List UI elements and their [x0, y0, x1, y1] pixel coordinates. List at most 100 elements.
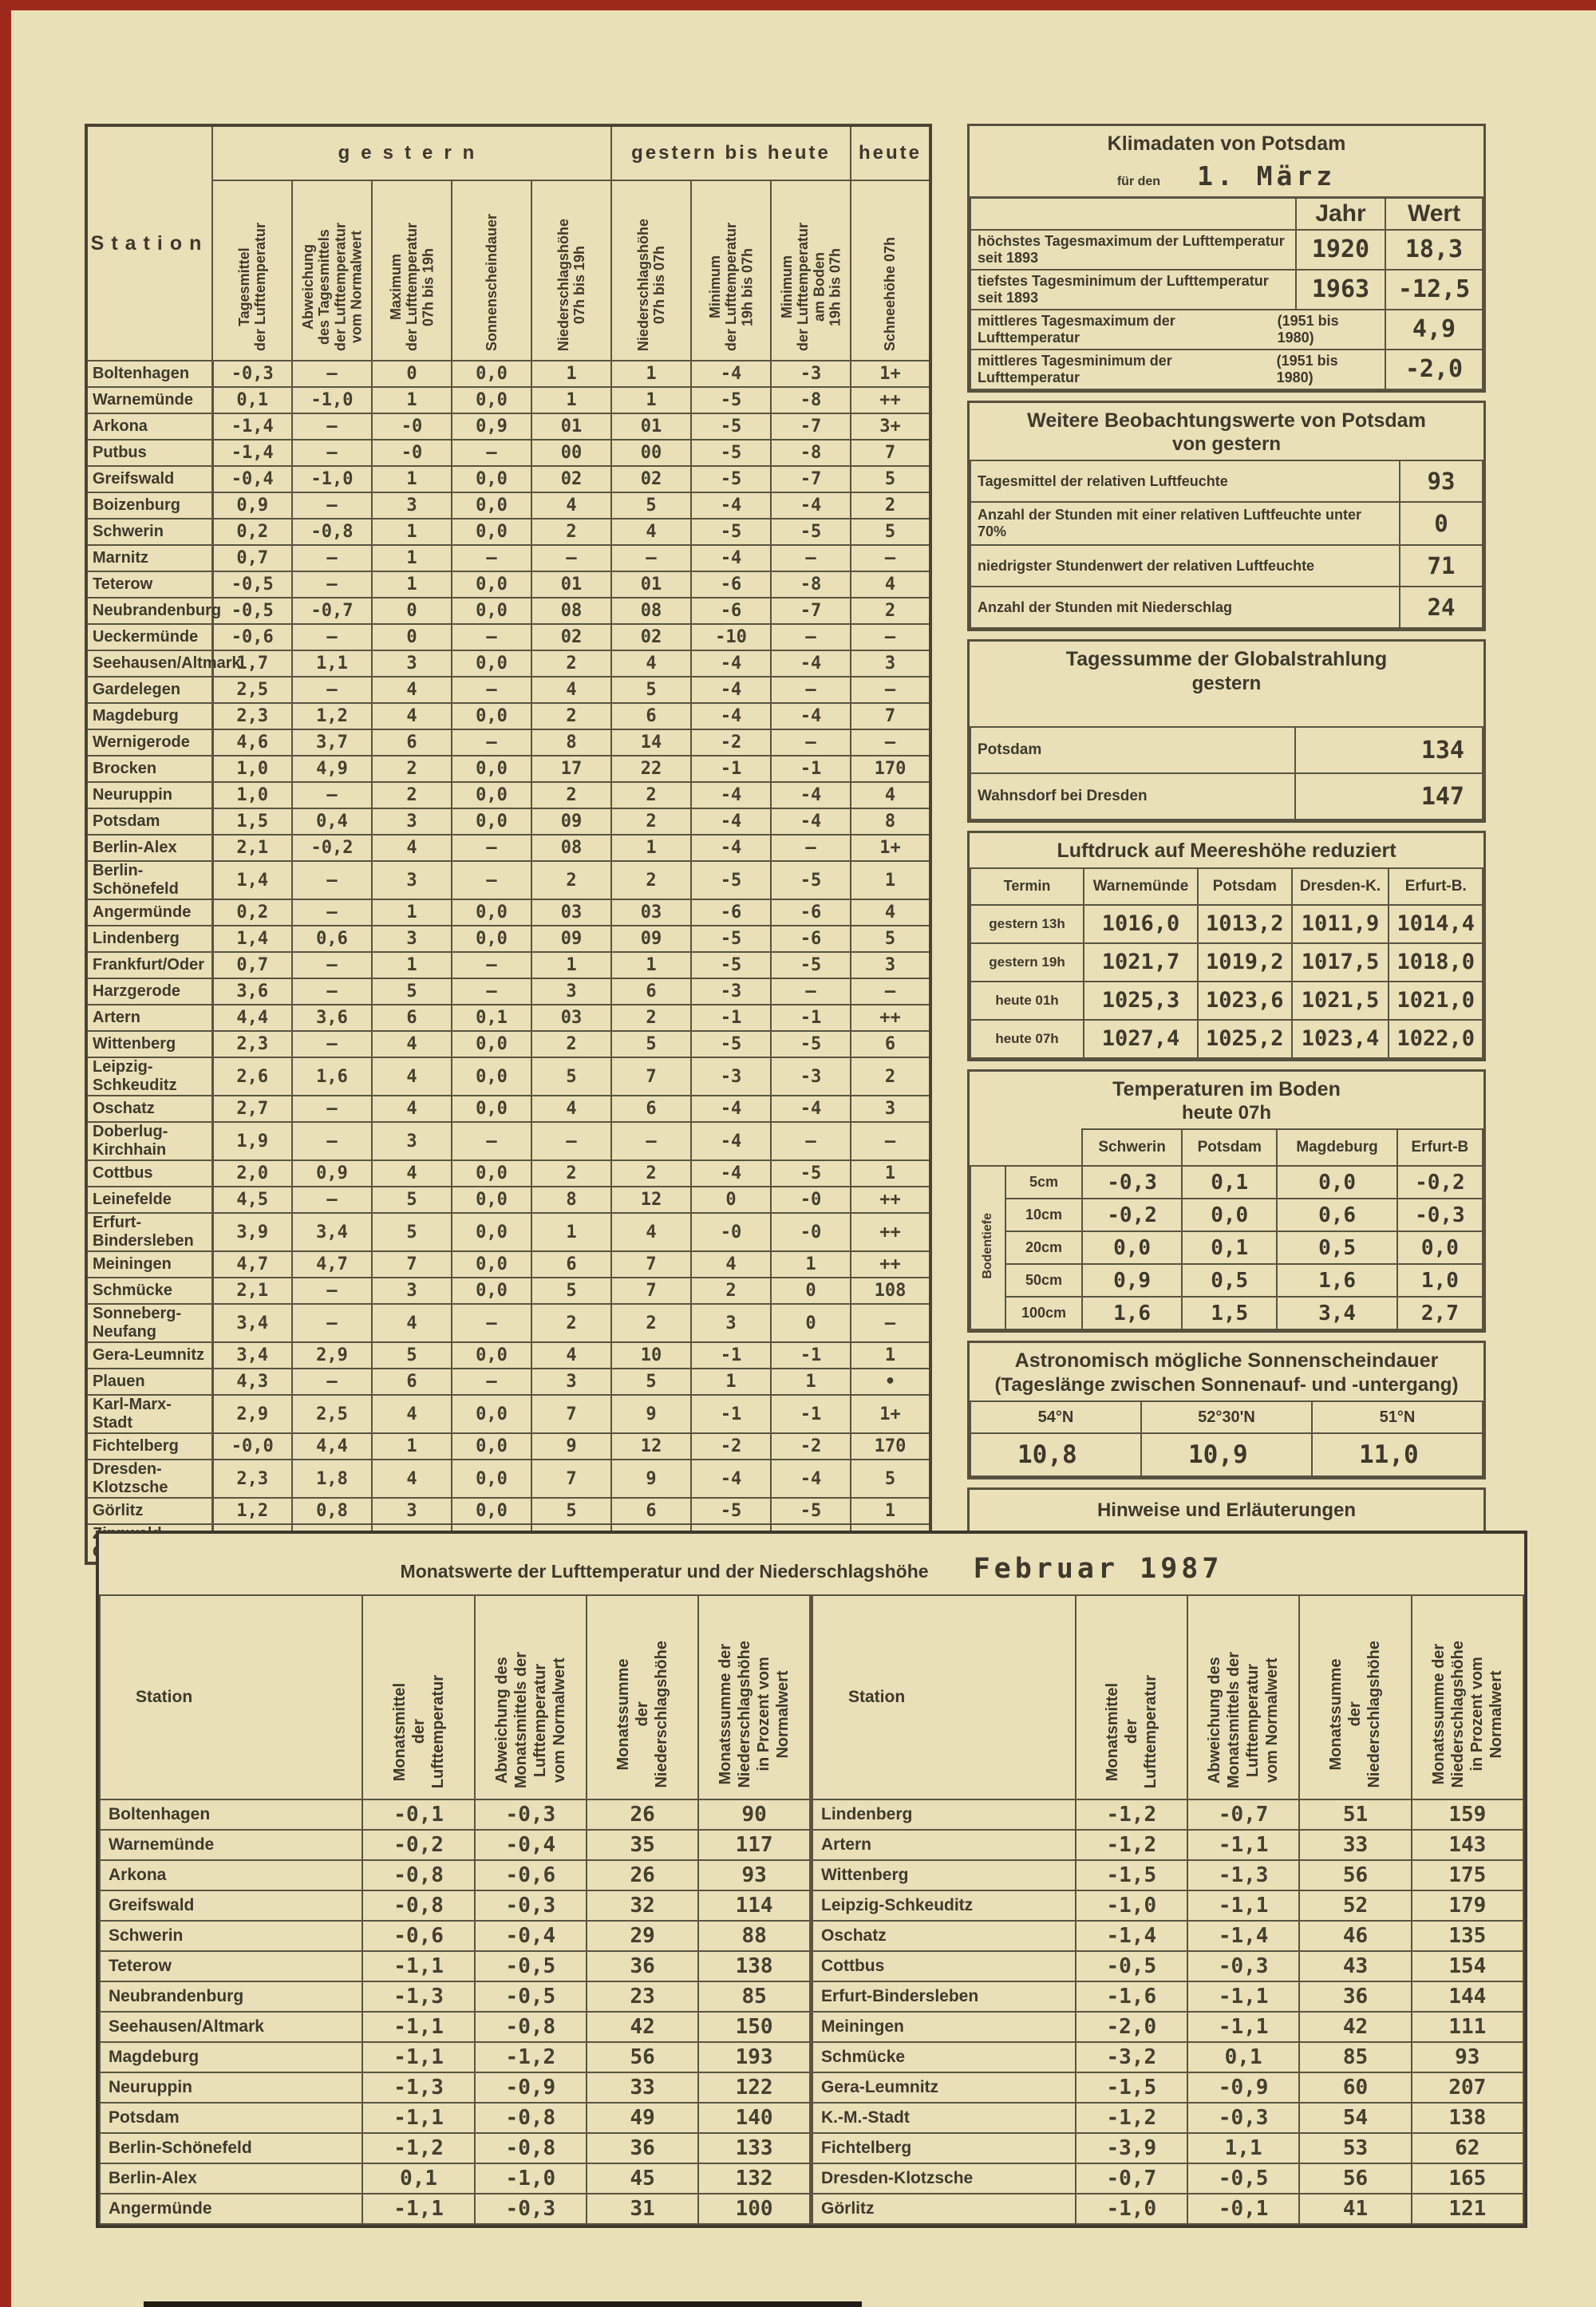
- value-cell: -1: [690, 1004, 772, 1032]
- table-row: Arkona -0,8 -0,6 26 93: [98, 1859, 812, 1891]
- value-cell: 0,9: [291, 1159, 373, 1187]
- value-cell: -1: [690, 1341, 772, 1369]
- station-row: Doberlug-Kirchhain 1,9–3– – – -4– –: [85, 1121, 931, 1161]
- value-cell: –: [770, 729, 851, 756]
- station-name: Gera-Leumnitz: [812, 2072, 1077, 2104]
- station-name: Schwerin: [85, 518, 214, 546]
- value-cell: 9: [610, 1394, 692, 1434]
- value-cell: 3: [371, 1121, 452, 1161]
- value-cell: 2: [610, 860, 692, 900]
- value-cell: 02: [531, 623, 612, 651]
- value-cell: –: [291, 439, 373, 467]
- station-name: Fichtelberg: [812, 2132, 1077, 2164]
- value-cell: –: [291, 1095, 373, 1123]
- value-cell: 0,1: [451, 1004, 532, 1032]
- station-row: Oschatz 2,7–4 0,0 4 6 -4 -4 3: [85, 1095, 931, 1123]
- value-cell: 108: [850, 1277, 931, 1305]
- value-cell: 3,4: [211, 1303, 293, 1343]
- depth-label: 10cm: [1005, 1198, 1083, 1233]
- monatswerte-title: Monatswerte der Lufttemperatur und der N…: [400, 1553, 1223, 1585]
- pressure-value: 1023,6: [1197, 980, 1293, 1021]
- soil-value: 0,5: [1181, 1263, 1278, 1298]
- value-cell: 5: [371, 978, 452, 1005]
- value-cell: 1: [371, 951, 452, 979]
- sonnenscheindauer-title: Astronomisch mögliche Sonnenscheindauer …: [994, 1349, 1459, 1396]
- value-cell: 159: [1410, 1799, 1525, 1831]
- value-cell: 7: [850, 702, 931, 730]
- value-cell: 2: [531, 1030, 612, 1058]
- table-row: Angermünde -1,1 -0,3 31 100: [98, 2193, 812, 2225]
- table-row: Teterow -1,1 -0,5 36 138: [98, 1950, 812, 1982]
- soil-value: 0,0: [1181, 1198, 1278, 1233]
- value-cell: 3: [690, 1303, 772, 1343]
- station-name: Artern: [812, 1829, 1077, 1861]
- group-header-row: Station gestern gestern bis heute heute: [85, 124, 931, 361]
- pressure-value: 1019,2: [1197, 942, 1293, 982]
- row-label: niedrigster Stundenwert der relativen Lu…: [970, 544, 1400, 588]
- value-cell: 0: [371, 623, 452, 651]
- value-cell: 2: [371, 755, 452, 783]
- value-cell: -3: [690, 1057, 772, 1096]
- station-name: Erfurt-Bindersleben: [85, 1212, 214, 1252]
- value-cell: 4: [371, 1459, 452, 1499]
- value-cell: 0,0: [451, 1186, 532, 1214]
- value-cell: -1,4: [1186, 1920, 1301, 1952]
- value-cell: 3,6: [211, 978, 293, 1005]
- value-cell: 4,7: [291, 1250, 373, 1278]
- value-cell: 6: [371, 1004, 452, 1032]
- soil-value: 2,7: [1396, 1296, 1484, 1331]
- pressure-value: 1025,3: [1082, 980, 1199, 1021]
- station-name: Neuruppin: [85, 781, 214, 809]
- station-column-header: Station: [812, 1594, 1077, 1800]
- value-cell: -5: [690, 413, 772, 440]
- value-cell: -0,6: [361, 1920, 476, 1952]
- station-name: Cottbus: [85, 1159, 214, 1187]
- value-cell: 2: [531, 702, 612, 730]
- value-cell: 53: [1298, 2132, 1412, 2164]
- soil-row: Bodentiefe 5cm -0,3 0,1 0,0 -0,2: [970, 1165, 1484, 1331]
- soil-value: 1,0: [1396, 1263, 1484, 1298]
- value-cell: 42: [1298, 2011, 1412, 2043]
- value-cell: -8: [770, 439, 851, 467]
- value-cell: -0,3: [473, 2193, 587, 2225]
- date-value: 1. März: [1197, 160, 1337, 192]
- soil-value: 0,0: [1396, 1231, 1484, 1266]
- value-cell: 2,5: [211, 676, 293, 704]
- value-cell: 1,1: [291, 650, 373, 677]
- jahr-value: 1920: [1295, 228, 1386, 271]
- value-cell: 4,7: [211, 1250, 293, 1278]
- wert-header: Wert: [1385, 196, 1483, 231]
- value-cell: -2: [770, 1432, 851, 1460]
- value-cell: 4: [371, 1159, 452, 1187]
- value-cell: -0,9: [473, 2072, 587, 2104]
- value-cell: -2: [690, 1432, 772, 1460]
- soil-value: 0,0: [1080, 1231, 1183, 1266]
- value-cell: 2: [610, 808, 692, 835]
- station-name: Teterow: [98, 1950, 364, 1982]
- station-name: Leipzig-Schkeuditz: [812, 1890, 1077, 1922]
- value-cell: 1: [371, 544, 452, 572]
- pressure-value: 1014,4: [1388, 903, 1483, 944]
- value-cell: -4: [770, 1095, 851, 1123]
- value-cell: –: [291, 492, 373, 519]
- value-cell: 1: [610, 951, 692, 979]
- value-cell: -4: [690, 544, 772, 572]
- table-row: Neuruppin -1,3 -0,9 33 122: [98, 2072, 812, 2104]
- station-row: Fichtelberg -0,0 4,4 1 0,0 9 12 -2 -2 170: [85, 1432, 931, 1460]
- station-name: Fichtelberg: [85, 1432, 214, 1460]
- pressure-value: 1017,5: [1290, 942, 1390, 982]
- value-cell: 08: [610, 597, 692, 625]
- value-cell: -3: [770, 360, 851, 388]
- value-cell: 2: [850, 597, 931, 625]
- station-name: Berlin-Schönefeld: [85, 860, 214, 900]
- value-cell: -1,0: [1074, 1890, 1188, 1922]
- value-cell: 0,0: [451, 925, 532, 953]
- value-cell: 32: [585, 1890, 700, 1922]
- value-cell: 2,0: [211, 1159, 293, 1187]
- value-cell: –: [451, 676, 532, 704]
- station-row: Wittenberg 2,3–4 0,0 2 5 -5 -5 6: [85, 1030, 931, 1058]
- value-cell: –: [451, 623, 532, 651]
- jahr-header: Jahr: [1295, 196, 1386, 231]
- value-cell: 4,5: [211, 1186, 293, 1214]
- value-cell: 4: [371, 702, 452, 730]
